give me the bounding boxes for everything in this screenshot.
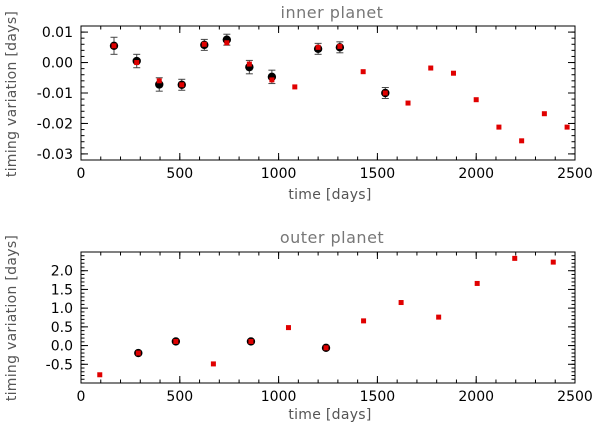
outer-planet-x-axis-title: time [days] — [288, 407, 371, 423]
outer-planet-ticks: 0 500 1000 1500 2000 2500 2.0 1.5 1.0 0.5 0.0 -0.5 — [46, 251, 593, 405]
inner-planet-y-tick-label: -0.03 — [37, 147, 73, 163]
inner-planet-red-square-point — [292, 84, 298, 90]
outer-planet-y-tick-label: -0.5 — [46, 357, 73, 373]
outer-planet-y-tick-label: 0.5 — [51, 320, 73, 336]
inner-planet-x-tick-label: 2000 — [458, 166, 494, 182]
outer-planet-red-square-point — [398, 300, 404, 306]
outer-planet-plot-frame — [80, 251, 576, 384]
inner-planet-red-square-point — [496, 124, 502, 130]
inner-planet-plot-frame — [80, 25, 576, 161]
inner-planet-y-tick-label: -0.02 — [37, 116, 73, 132]
outer-planet-title: outer planet — [280, 228, 384, 247]
outer-planet-red-square-point — [97, 372, 103, 378]
inner-planet-x-tick-label: 0 — [77, 166, 86, 182]
outer-planet-red-square-point — [512, 255, 518, 261]
outer-planet-x-tick-label: 2500 — [557, 389, 593, 405]
inner-planet-red-square-point — [450, 70, 456, 76]
inner-planet-y-tick-label: -0.01 — [37, 86, 73, 102]
outer-planet-red-square-point — [285, 325, 291, 331]
outer-planet-y-tick-label: 0.0 — [51, 339, 73, 355]
inner-planet-panel: inner planet 0 500 1000 1500 2000 2500 0.01 0.0… — [4, 3, 593, 203]
outer-planet-red-square-point — [550, 259, 556, 265]
outer-planet-red-square-point — [173, 338, 179, 344]
inner-planet-red-square-point — [269, 77, 275, 83]
outer-planet-red-square-point — [361, 318, 367, 324]
inner-planet-y-tick-label: 0.01 — [42, 25, 73, 41]
inner-planet-red-square-point — [428, 65, 434, 71]
outer-planet-y-tick-label: 1.5 — [51, 282, 73, 298]
inner-planet-red-square-point — [246, 61, 252, 67]
outer-planet-red-square-point — [135, 350, 141, 356]
outer-planet-x-tick-label: 2000 — [458, 389, 494, 405]
inner-planet-red-square-point — [541, 111, 547, 117]
inner-planet-red-square-point — [134, 60, 140, 66]
inner-planet-y-tick-label: 0.00 — [42, 56, 73, 72]
outer-planet-y-tick-label: 1.0 — [51, 301, 73, 317]
outer-planet-red-square-point — [248, 338, 254, 344]
inner-planet-red-square-point — [337, 43, 343, 49]
inner-planet-red-square-point — [156, 78, 162, 84]
inner-planet-red-square-point — [179, 82, 185, 88]
outer-planet-red-square-point — [436, 314, 442, 320]
inner-planet-y-axis-title: timing variation [days] — [4, 11, 20, 177]
inner-planet-x-axis-title: time [days] — [288, 187, 371, 203]
inner-planet-red-square-point — [519, 138, 525, 144]
outer-planet-x-tick-label: 1000 — [261, 389, 297, 405]
inner-planet-red-square-point — [405, 100, 411, 106]
inner-planet-red-square-point — [111, 43, 117, 49]
inner-planet-red-square-point — [201, 41, 207, 47]
inner-planet-red-square-point — [473, 97, 479, 103]
outer-planet-y-axis-title: timing variation [days] — [4, 235, 20, 401]
outer-planet-red-square-point — [474, 280, 480, 286]
inner-planet-red-square-point — [360, 69, 366, 75]
inner-planet-red-square-point — [564, 124, 570, 130]
outer-planet-x-tick-label: 0 — [77, 389, 86, 405]
inner-planet-title: inner planet — [281, 3, 384, 22]
inner-planet-red-square-point — [224, 40, 230, 46]
outer-planet-y-tick-label: 2.0 — [51, 264, 73, 280]
outer-planet-x-tick-label: 1500 — [360, 389, 396, 405]
inner-planet-x-tick-label: 1500 — [360, 166, 396, 182]
outer-planet-red-square-point — [323, 345, 329, 351]
inner-planet-marks — [109, 33, 570, 144]
outer-planet-marks — [97, 255, 556, 378]
inner-planet-ticks: 0 500 1000 1500 2000 2500 0.01 0.00 -0.01 -0.02 -0… — [37, 25, 593, 182]
outer-planet-x-tick-label: 500 — [166, 389, 193, 405]
outer-planet-panel: outer planet 0 500 1000 1500 2000 2500 2.0 1.5 1… — [4, 228, 593, 423]
inner-planet-red-square-point — [382, 90, 388, 96]
outer-planet-red-square-point — [210, 361, 216, 367]
inner-planet-red-square-point — [315, 44, 321, 50]
inner-planet-x-tick-label: 2500 — [557, 166, 593, 182]
inner-planet-x-tick-label: 500 — [166, 166, 193, 182]
inner-planet-x-tick-label: 1000 — [261, 166, 297, 182]
